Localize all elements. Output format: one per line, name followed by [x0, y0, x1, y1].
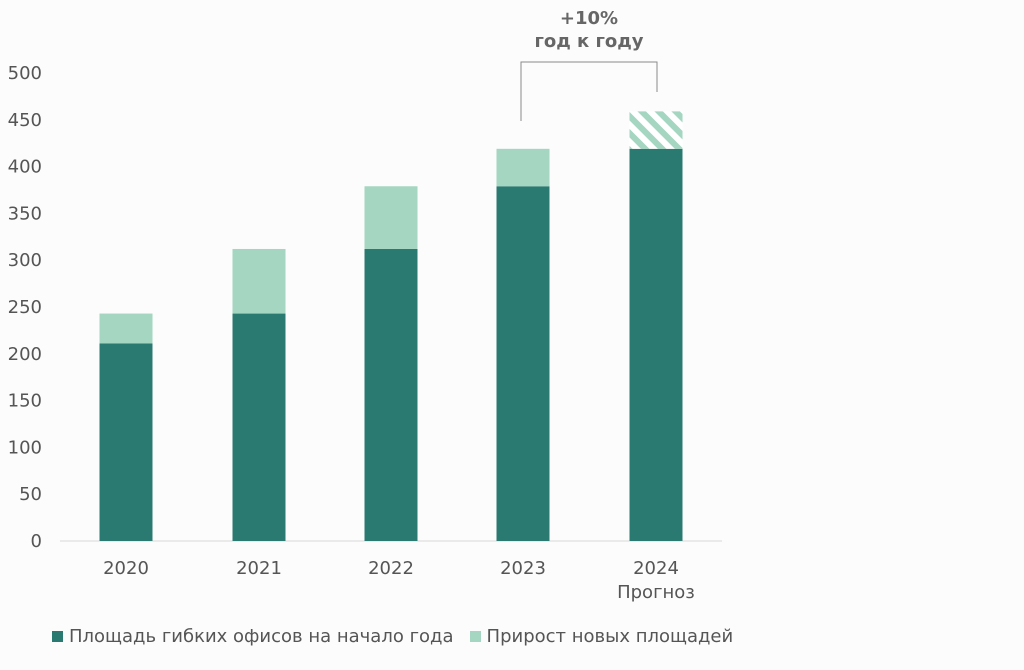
x-tick-labels: 2020 2021 2022 2023 2024 Прогноз	[103, 558, 695, 603]
annotation-bracket	[520, 61, 658, 121]
bar-base-2020	[99, 343, 153, 541]
growth-annotation: +10% год к году	[520, 8, 658, 121]
legend-label-base: Площадь гибких офисов на начало года	[69, 626, 454, 647]
y-tick-label: 100	[8, 437, 42, 458]
y-tick-label: 200	[8, 344, 42, 365]
legend-item-base: Площадь гибких офисов на начало года	[52, 626, 454, 647]
bar-base-2024	[629, 148, 683, 542]
x-tick-label: 2021	[236, 558, 282, 579]
y-tick-label: 0	[31, 531, 42, 552]
x-tick-label: 2024	[633, 558, 679, 579]
annotation-caption: год к году	[534, 31, 643, 52]
bar-growth-2021	[232, 248, 286, 314]
bar-base-2021	[232, 313, 286, 541]
bar-growth-2022	[364, 186, 418, 249]
x-tick-label: 2023	[500, 558, 546, 579]
y-tick-label: 150	[8, 391, 42, 412]
legend-label-growth: Прирост новых площадей	[486, 626, 734, 647]
legend-item-growth: Прирост новых площадей	[469, 626, 734, 647]
y-tick-label: 400	[8, 157, 42, 178]
bars	[99, 111, 683, 542]
legend-swatch-growth	[469, 631, 481, 642]
bar-base-2023	[496, 186, 550, 542]
y-tick-label: 250	[8, 297, 42, 318]
bar-growth-2023	[496, 148, 550, 187]
y-tick-label: 300	[8, 250, 42, 271]
x-tick-label: 2020	[103, 558, 149, 579]
bar-growth-2020	[99, 313, 153, 344]
x-tick-label: 2022	[368, 558, 414, 579]
y-tick-label: 500	[8, 63, 42, 84]
annotation-percent: +10%	[560, 8, 618, 29]
bar-base-2022	[364, 248, 418, 541]
x-tick-sublabel: Прогноз	[617, 582, 695, 603]
legend: Площадь гибких офисов на начало года При…	[52, 626, 733, 647]
bar-growth-2024	[629, 111, 683, 149]
y-tick-label: 350	[8, 203, 42, 224]
y-axis: 0 50 100 150 200 250 300 350 400 450 500	[8, 63, 42, 552]
legend-swatch-base	[52, 631, 63, 642]
y-tick-label: 450	[8, 110, 42, 131]
y-tick-label: 50	[19, 484, 42, 505]
